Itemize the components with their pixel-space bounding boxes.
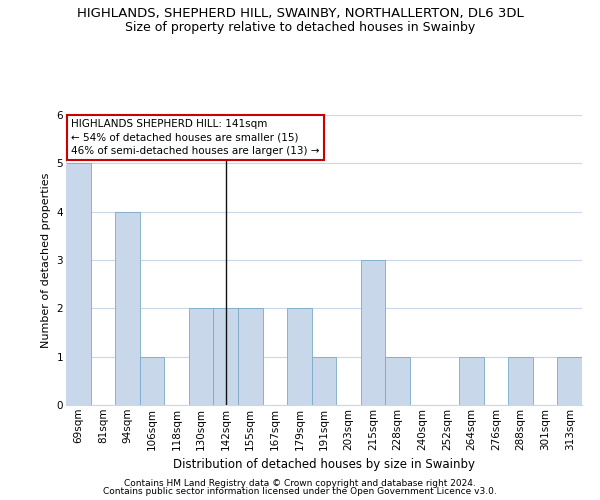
Bar xyxy=(557,356,582,405)
Bar xyxy=(361,260,385,405)
Bar xyxy=(385,356,410,405)
Bar xyxy=(115,212,140,405)
Bar xyxy=(459,356,484,405)
Bar xyxy=(66,164,91,405)
Bar xyxy=(508,356,533,405)
Bar xyxy=(214,308,238,405)
Bar xyxy=(287,308,312,405)
Text: Size of property relative to detached houses in Swainby: Size of property relative to detached ho… xyxy=(125,21,475,34)
X-axis label: Distribution of detached houses by size in Swainby: Distribution of detached houses by size … xyxy=(173,458,475,471)
Text: Contains HM Land Registry data © Crown copyright and database right 2024.: Contains HM Land Registry data © Crown c… xyxy=(124,478,476,488)
Text: HIGHLANDS, SHEPHERD HILL, SWAINBY, NORTHALLERTON, DL6 3DL: HIGHLANDS, SHEPHERD HILL, SWAINBY, NORTH… xyxy=(77,8,523,20)
Y-axis label: Number of detached properties: Number of detached properties xyxy=(41,172,51,348)
Text: HIGHLANDS SHEPHERD HILL: 141sqm
← 54% of detached houses are smaller (15)
46% of: HIGHLANDS SHEPHERD HILL: 141sqm ← 54% of… xyxy=(71,120,320,156)
Bar xyxy=(189,308,214,405)
Bar xyxy=(238,308,263,405)
Text: Contains public sector information licensed under the Open Government Licence v3: Contains public sector information licen… xyxy=(103,487,497,496)
Bar xyxy=(312,356,336,405)
Bar xyxy=(140,356,164,405)
